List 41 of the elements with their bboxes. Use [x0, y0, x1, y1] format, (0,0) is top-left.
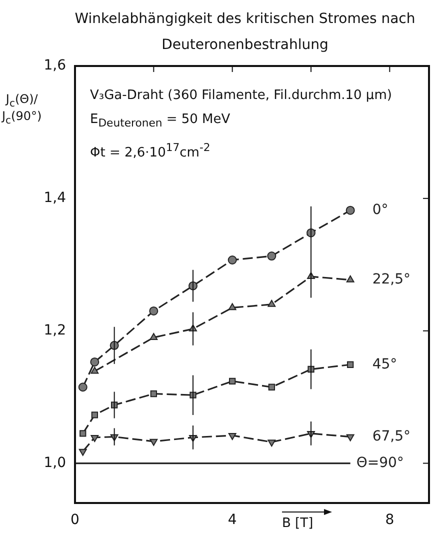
x-tick-label: 4	[228, 512, 237, 528]
point	[90, 366, 99, 374]
point	[268, 384, 275, 390]
point	[346, 206, 355, 215]
point	[228, 256, 237, 264]
point	[268, 300, 276, 307]
series-label: 45°	[372, 356, 398, 372]
point	[78, 382, 88, 392]
y-tick-label: 1,2	[44, 322, 66, 338]
point	[80, 430, 86, 437]
annotation: V₃Ga-Draht (360 Filamente, Fil.durchm.10 µm)	[90, 87, 392, 105]
x-tick-label: 8	[385, 512, 394, 528]
series-label: 0°	[372, 202, 388, 218]
point	[149, 306, 158, 316]
y-tick-label: 1,0	[44, 454, 66, 471]
point	[150, 332, 158, 340]
chart-title: Winkelabhängigkeit des kritischen Stromes nach Deuteronenbestrahlung	[74, 10, 416, 55]
point	[91, 412, 98, 418]
point	[268, 440, 276, 447]
annotation: Φt = 2,6·10$^{17}$cm$^{-2}$	[90, 140, 212, 162]
point	[267, 252, 276, 261]
annotation: E$_{Deuteronen}$ = 50 MeV	[90, 111, 232, 132]
point	[90, 434, 99, 442]
point	[78, 448, 87, 456]
point	[346, 434, 354, 442]
series-label: Θ=90°	[356, 454, 404, 471]
series-label: 67,5°	[372, 428, 411, 444]
point	[229, 378, 236, 384]
point	[150, 438, 158, 446]
x-axis-title: B [T]	[282, 516, 314, 531]
point	[150, 390, 157, 398]
y-axis-title: J$_{c}$(Θ)/J$_{c}$(90°)	[2, 92, 42, 127]
series-label: 22,5°	[372, 272, 411, 288]
point	[346, 275, 354, 282]
y-tick-label: 1,6	[44, 58, 66, 74]
point	[228, 303, 236, 310]
point	[347, 361, 354, 368]
y-tick-label: 1,4	[44, 190, 66, 206]
x-tick-label: 0	[70, 512, 80, 528]
point	[90, 357, 100, 366]
point	[228, 432, 236, 440]
